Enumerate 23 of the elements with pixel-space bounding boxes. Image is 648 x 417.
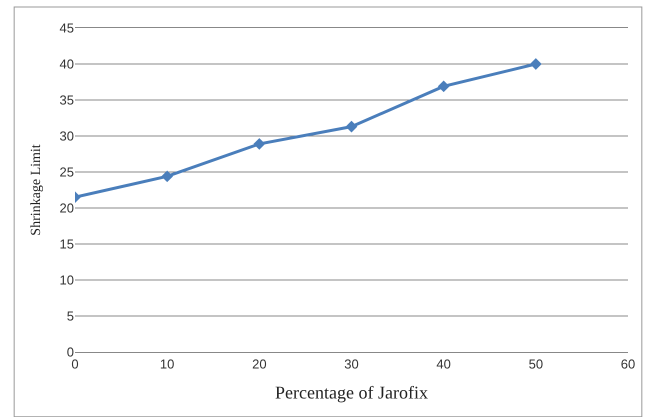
y-tick-label: 45: [60, 20, 74, 36]
y-axis-title: Shrinkage Limit: [29, 144, 44, 236]
x-tick-label: 60: [620, 356, 636, 372]
y-tick-label: 20: [60, 200, 74, 216]
y-tick-label: 5: [66, 308, 74, 324]
x-tick-label: 20: [252, 356, 267, 372]
point: [438, 80, 450, 92]
x-tick-label: 40: [436, 356, 451, 372]
point: [530, 58, 542, 70]
y-tick-label: 15: [60, 236, 74, 252]
y-tick-label: 35: [60, 92, 74, 108]
x-axis-title: Percentage of Jarofix: [275, 382, 428, 403]
y-tick-label: 10: [60, 272, 74, 288]
y-tick-label: 25: [60, 164, 74, 180]
x-tick-label: 30: [344, 356, 359, 372]
x-tick-label: 50: [528, 356, 544, 372]
point: [346, 120, 358, 132]
y-tick-label: 30: [60, 128, 74, 144]
point: [253, 138, 266, 150]
y-tick-label: 40: [60, 56, 74, 72]
y-tick-label: 0: [66, 344, 74, 360]
x-tick-label: 10: [160, 356, 174, 372]
point: [161, 170, 174, 182]
